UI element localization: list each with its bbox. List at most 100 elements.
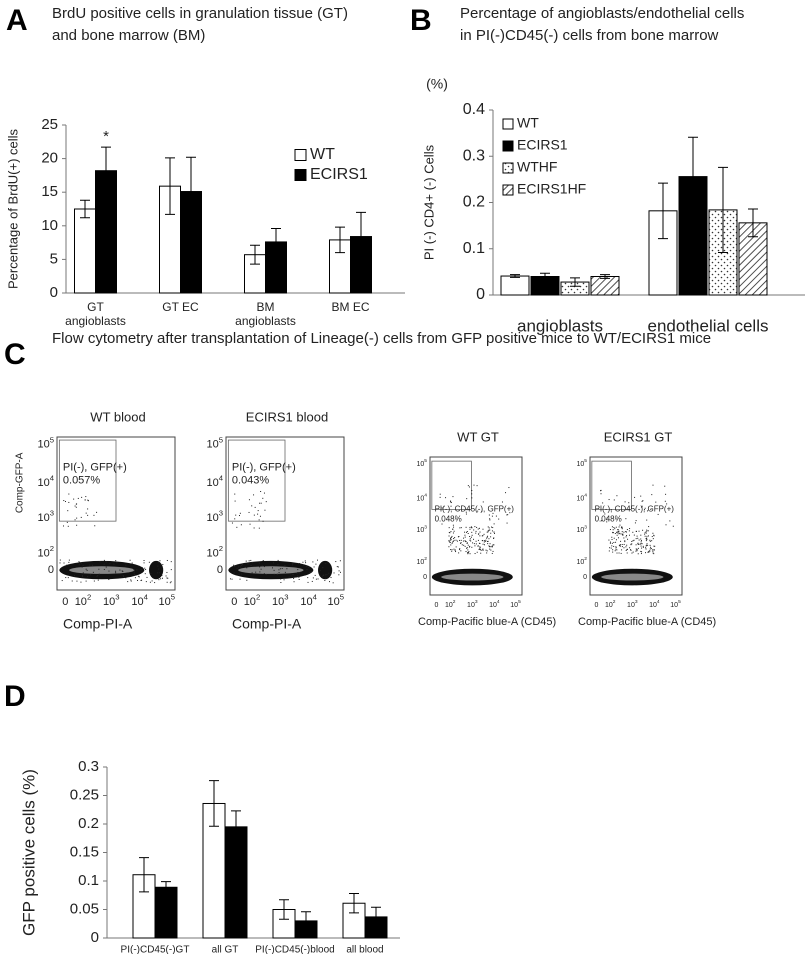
event [649, 540, 651, 542]
event [611, 545, 613, 547]
bar [500, 275, 530, 296]
event [335, 561, 337, 563]
event [251, 562, 253, 564]
event [460, 527, 462, 529]
event [647, 551, 649, 553]
event [68, 493, 70, 495]
event [615, 548, 617, 550]
event [452, 541, 454, 543]
tick-base: 0 [423, 574, 427, 581]
event [67, 510, 69, 512]
gate-label: 0.057% [63, 475, 101, 487]
axis-tick-label: 102 [206, 544, 223, 559]
event [303, 564, 305, 566]
event [471, 534, 473, 536]
error-bar [139, 857, 149, 893]
event [465, 526, 467, 528]
tick-exponent: 2 [50, 544, 54, 553]
event [297, 575, 299, 577]
event [293, 581, 295, 583]
event [82, 573, 84, 575]
event [618, 533, 620, 535]
event [450, 502, 452, 504]
event [262, 560, 264, 562]
cell-cluster [149, 560, 164, 580]
event [604, 513, 606, 515]
event [449, 541, 451, 543]
event [491, 545, 493, 547]
y-tick-label: 0.25 [70, 786, 99, 803]
event [315, 578, 317, 580]
event [491, 552, 493, 554]
plot-title: ECIRS1 blood [246, 409, 328, 424]
event [479, 531, 481, 533]
event [622, 533, 624, 535]
event [627, 538, 629, 540]
x-tick-label: GT [87, 300, 104, 314]
event [151, 580, 153, 582]
axis-tick-label: 105 [510, 599, 521, 608]
event [450, 500, 452, 502]
event [645, 538, 647, 540]
event [166, 577, 168, 579]
event [623, 537, 625, 539]
event [621, 527, 623, 529]
y-axis-unit: (%) [426, 76, 448, 92]
tick-base: 10 [103, 596, 115, 608]
event [462, 540, 464, 542]
event [253, 527, 255, 529]
event [614, 528, 616, 530]
event [258, 562, 260, 564]
axis-tick-label: 102 [576, 556, 587, 565]
event [450, 505, 452, 507]
event [618, 552, 620, 554]
gate [227, 439, 286, 522]
event [491, 546, 493, 548]
event [625, 536, 627, 538]
event [621, 528, 623, 530]
error-bar [250, 244, 260, 265]
event [620, 533, 622, 535]
event [482, 548, 484, 550]
event [642, 529, 644, 531]
x-tick-label: all GT [212, 945, 239, 954]
tick-base: 10 [416, 461, 424, 468]
event [612, 549, 614, 551]
event [240, 564, 242, 566]
tick-exponent: 5 [518, 599, 521, 605]
event [650, 547, 652, 549]
tick-base: 10 [605, 602, 613, 609]
event [483, 541, 485, 543]
tick-base: 10 [206, 439, 218, 451]
tick-exponent: 4 [497, 599, 500, 605]
event [450, 531, 452, 533]
event [87, 514, 89, 516]
event [468, 546, 470, 548]
event [250, 564, 252, 566]
event [639, 543, 641, 545]
event [616, 495, 618, 497]
event [471, 493, 473, 495]
tick-base: 10 [131, 596, 143, 608]
event [613, 537, 615, 539]
event [165, 575, 167, 577]
event [103, 559, 105, 561]
event [669, 520, 671, 522]
event [476, 551, 478, 553]
event [262, 497, 264, 499]
axis-tick-label: 102 [416, 556, 427, 565]
event [610, 547, 612, 549]
error-bar [165, 157, 175, 215]
event [628, 502, 630, 504]
error-bar [335, 226, 345, 254]
event [313, 566, 315, 568]
event [160, 578, 162, 580]
gate [431, 460, 472, 510]
event [233, 572, 235, 574]
error-bar [186, 156, 196, 227]
event [645, 532, 647, 534]
event [71, 580, 73, 582]
event [486, 531, 488, 533]
event [450, 539, 452, 541]
event [93, 580, 95, 582]
